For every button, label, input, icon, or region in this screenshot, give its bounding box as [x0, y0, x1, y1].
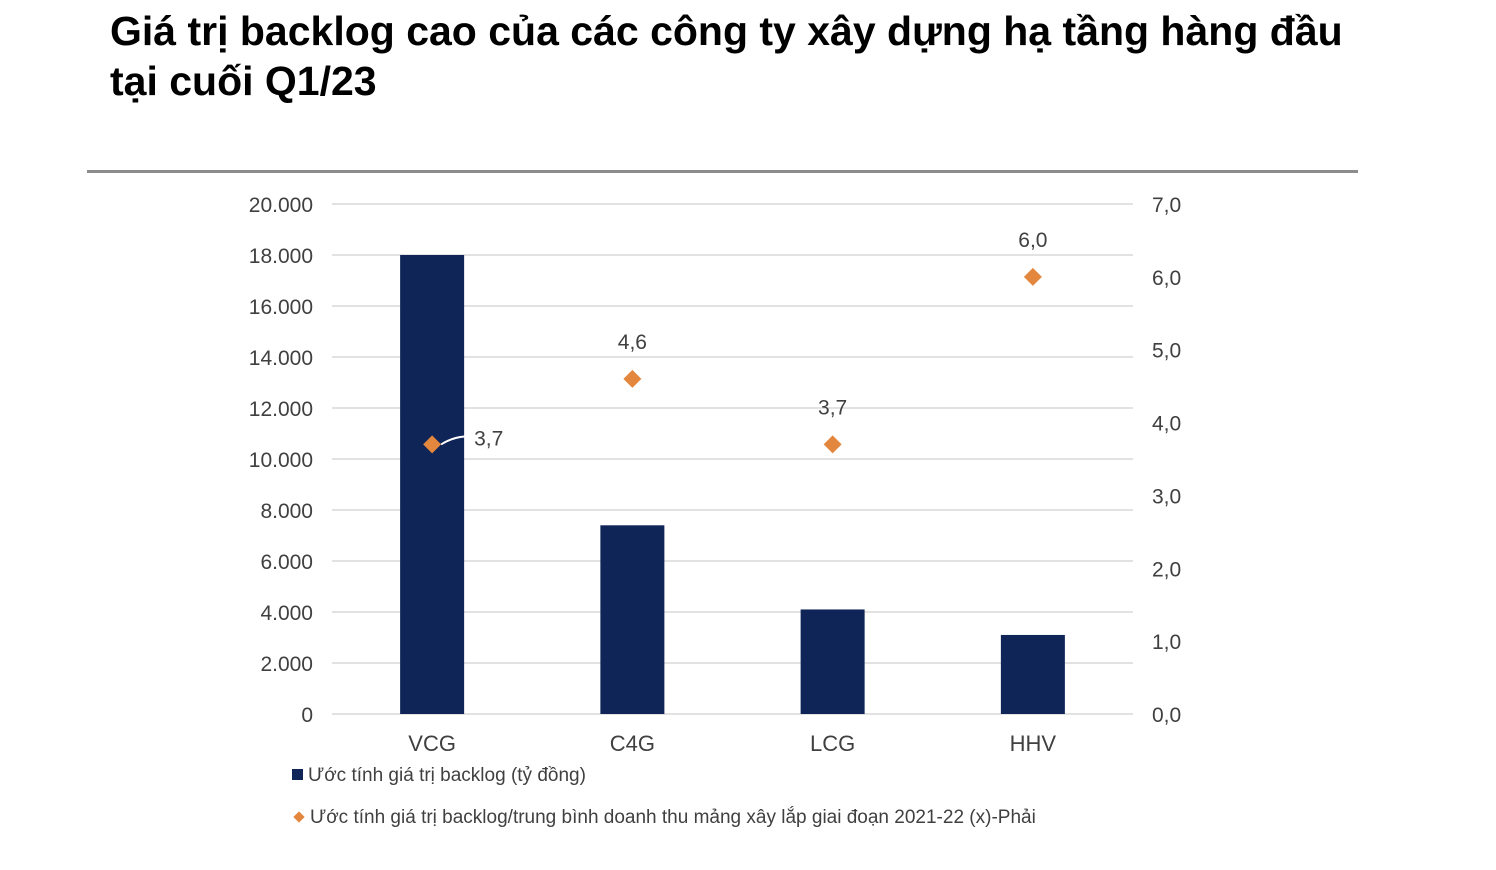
data-label: 4,6	[618, 331, 647, 354]
y-right-tick-label: 0,0	[1152, 704, 1181, 727]
data-label: 3,7	[818, 396, 847, 419]
title-divider	[87, 170, 1358, 173]
x-tick-label: VCG	[408, 731, 456, 756]
x-tick-label: LCG	[810, 731, 855, 756]
y-right-tick-label: 5,0	[1152, 340, 1181, 363]
data-label: 3,7	[474, 427, 503, 450]
marker-c4g	[623, 369, 642, 388]
y-left-tick-label: 6.000	[260, 551, 313, 574]
bar-hhv	[1000, 634, 1065, 714]
y-right-tick-label: 6,0	[1152, 267, 1181, 290]
y-left-tick-label: 8.000	[260, 500, 313, 523]
legend-label-backlog: Ước tính giá trị backlog (tỷ đồng)	[308, 765, 586, 786]
y-left-tick-label: 16.000	[249, 296, 313, 319]
y-left-tick-label: 0	[301, 704, 313, 727]
bar-c4g	[600, 525, 665, 714]
data-label: 6,0	[1018, 229, 1047, 252]
y-left-tick-label: 2.000	[260, 653, 313, 676]
x-tick-label: C4G	[610, 731, 655, 756]
marker-hhv	[1023, 267, 1042, 286]
y-left-tick-label: 12.000	[249, 398, 313, 421]
bar-lcg	[800, 609, 865, 714]
y-right-tick-label: 4,0	[1152, 413, 1181, 436]
y-left-tick-label: 20.000	[249, 194, 313, 217]
data-label-leader	[440, 435, 469, 446]
chart-title: Giá trị backlog cao của các công ty xây …	[110, 8, 1343, 104]
legend-item-ratio: Ước tính giá trị backlog/trung bình doan…	[292, 807, 1036, 829]
y-right-tick-label: 3,0	[1152, 485, 1181, 508]
y-left-tick-label: 18.000	[249, 245, 313, 268]
y-right-tick-label: 7,0	[1152, 194, 1181, 217]
legend-diamond-icon	[293, 811, 305, 823]
y-left-tick-label: 10.000	[249, 449, 313, 472]
marker-vcg	[423, 435, 442, 454]
bar-vcg	[400, 255, 465, 714]
marker-lcg	[823, 435, 842, 454]
legend-item-backlog: Ước tính giá trị backlog (tỷ đồng)	[292, 765, 586, 787]
y-right-tick-label: 2,0	[1152, 558, 1181, 581]
y-left-tick-label: 14.000	[249, 347, 313, 370]
y-left-tick-label: 4.000	[260, 602, 313, 625]
legend-label-ratio: Ước tính giá trị backlog/trung bình doan…	[310, 807, 1036, 828]
x-tick-label: HHV	[1010, 731, 1057, 756]
legend-bar-swatch	[292, 769, 303, 780]
y-right-tick-label: 1,0	[1152, 631, 1181, 654]
